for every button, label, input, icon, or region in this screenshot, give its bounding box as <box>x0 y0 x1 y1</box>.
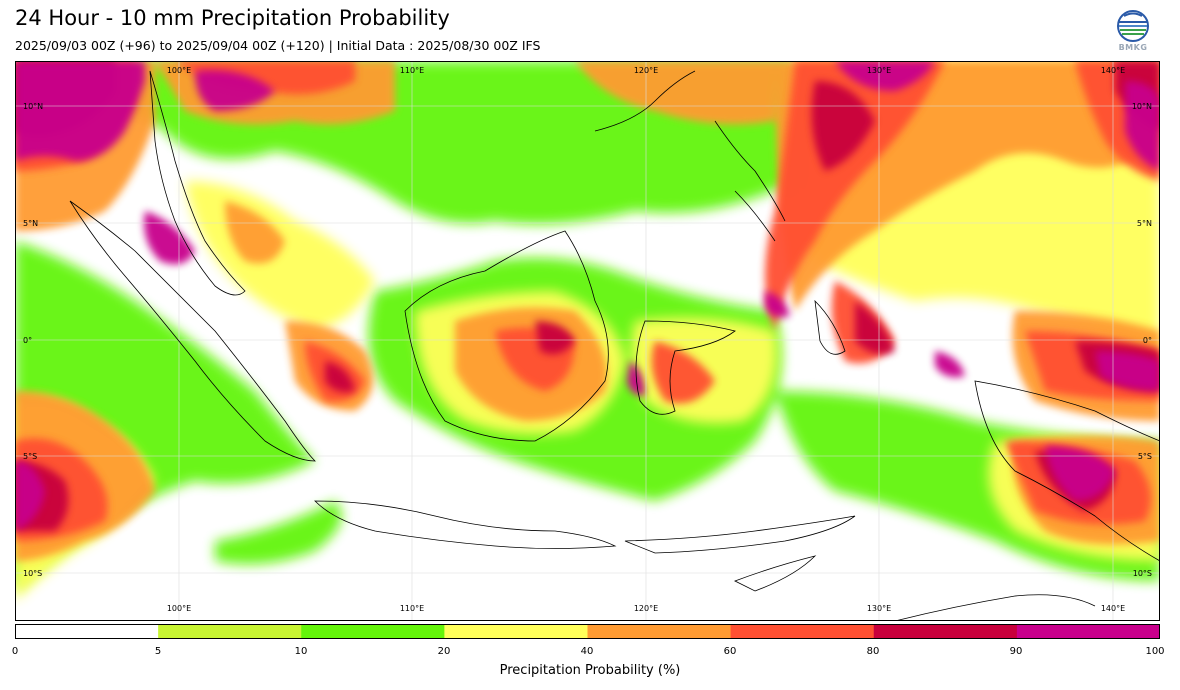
lon-label-bottom: 140°E <box>1101 604 1125 613</box>
coastline-new-guinea <box>974 380 1160 562</box>
colorbar-segment <box>301 624 445 639</box>
probability-field <box>15 61 1160 621</box>
lat-label-left: 5°N <box>23 219 38 228</box>
coastlines <box>69 70 1160 621</box>
colorbar-segment <box>444 624 589 639</box>
lat-label-left: 10°S <box>23 569 42 578</box>
colorbar-tick-label: 10 <box>294 646 308 657</box>
coastline-australia-north <box>894 594 1096 621</box>
colorbar-tick-label: 60 <box>723 646 737 657</box>
coastline-java <box>314 500 617 549</box>
coastline-sulawesi <box>635 320 736 415</box>
lon-label-bottom: 130°E <box>867 604 891 613</box>
lat-label-right: 5°N <box>1137 219 1152 228</box>
colorbar-title: Precipitation Probability (%) <box>499 663 681 678</box>
lat-label-right: 0° <box>1143 336 1152 345</box>
colorbar-tick-label: 5 <box>154 646 162 657</box>
colorbar-segment <box>158 624 302 639</box>
lon-label-bottom: 100°E <box>167 604 191 613</box>
lon-label-top: 130°E <box>867 66 891 75</box>
lat-label-left: 10°N <box>23 102 43 111</box>
axis-labels: 100°E 110°E 120°E 130°E 140°E 100°E 110°… <box>23 66 1152 613</box>
lon-label-top: 110°E <box>400 66 424 75</box>
graticule <box>15 61 1160 621</box>
colorbar-segment <box>873 624 1018 639</box>
colorbar-tick-label: 80 <box>866 646 880 657</box>
chart-subtitle: 2025/09/03 00Z (+96) to 2025/09/04 00Z (… <box>15 38 541 53</box>
lat-label-right: 10°N <box>1132 102 1152 111</box>
lon-label-bottom: 120°E <box>634 604 658 613</box>
lat-label-right: 5°S <box>1138 452 1152 461</box>
bmkg-logo-icon: BMKG <box>1114 10 1152 56</box>
lon-label-bottom: 110°E <box>400 604 424 613</box>
coastline-timor <box>734 555 817 592</box>
lat-label-left: 0° <box>23 336 32 345</box>
colorbar-segment <box>730 624 875 639</box>
coastline-lesser-sunda <box>624 515 856 554</box>
lat-label-left: 5°S <box>23 452 37 461</box>
lat-label-right: 10°S <box>1133 569 1152 578</box>
map-frame <box>15 61 1160 621</box>
colorbar-segment <box>1016 624 1160 639</box>
coastline-malay-peninsula <box>149 70 246 296</box>
colorbar-segment <box>587 624 732 639</box>
lon-label-top: 120°E <box>634 66 658 75</box>
coastline-borneo <box>404 230 609 442</box>
logo-text: BMKG <box>1118 43 1148 52</box>
colorbar-ticks: 0 5 10 20 40 60 80 90 100 <box>11 646 1165 660</box>
colorbar-tick-label: 0 <box>11 646 19 657</box>
colorbar <box>15 624 1160 639</box>
coastline-philippines <box>594 70 786 242</box>
colorbar-tick-label: 40 <box>580 646 594 657</box>
coastline-halmahera <box>814 299 846 355</box>
chart-title: 24 Hour - 10 mm Precipitation Probabilit… <box>15 6 450 30</box>
precipitation-map: 100°E 110°E 120°E 130°E 140°E 100°E 110°… <box>15 61 1160 621</box>
lon-label-top: 100°E <box>167 66 191 75</box>
lon-label-top: 140°E <box>1101 66 1125 75</box>
colorbar-tick-label: 20 <box>437 646 451 657</box>
colorbar-segment <box>15 624 159 639</box>
coastline-sumatra <box>69 200 316 462</box>
colorbar-tick-label: 90 <box>1009 646 1023 657</box>
colorbar-tick-label: 100 <box>1145 646 1165 657</box>
